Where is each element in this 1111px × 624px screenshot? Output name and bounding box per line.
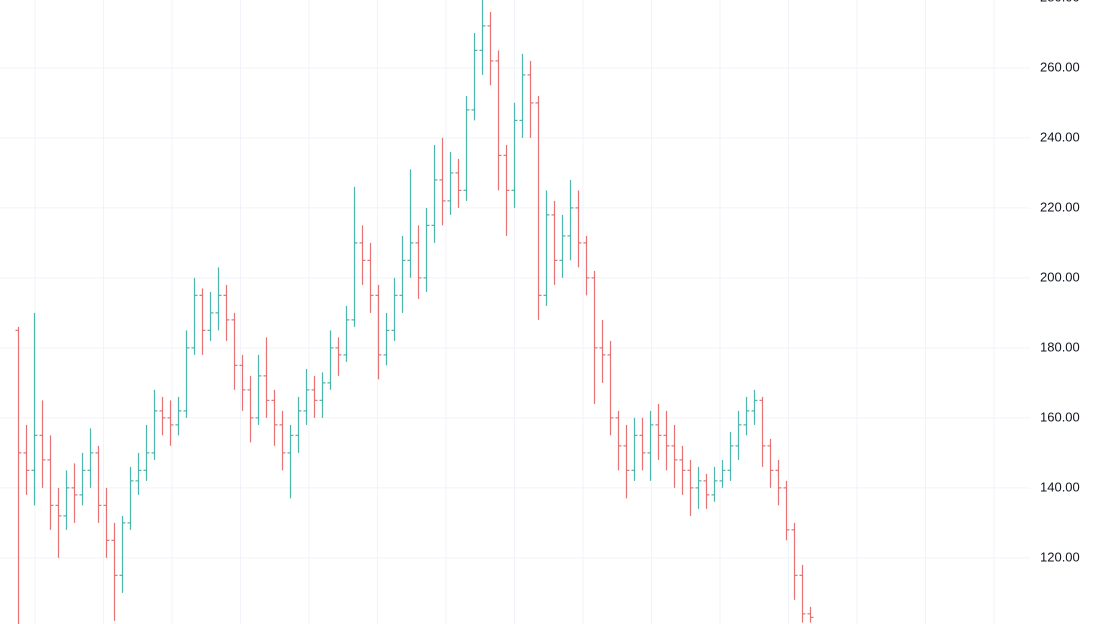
y-tick-label: 120.00 bbox=[1040, 549, 1080, 564]
time-grid bbox=[34, 0, 995, 624]
y-tick-label: 200.00 bbox=[1040, 269, 1080, 284]
y-tick-label: 160.00 bbox=[1040, 409, 1080, 424]
y-tick-label: 280.00 bbox=[1040, 0, 1080, 4]
ohlc-bars bbox=[15, 0, 814, 624]
y-tick-label: 240.00 bbox=[1040, 129, 1080, 144]
y-tick-label: 260.00 bbox=[1040, 59, 1080, 74]
price-axis: 120.00 140.00 160.00 180.00 200.00 220.00 240.… bbox=[1040, 0, 1080, 564]
y-tick-label: 140.00 bbox=[1040, 479, 1080, 494]
y-tick-label: 220.00 bbox=[1040, 199, 1080, 214]
y-tick-label: 180.00 bbox=[1040, 339, 1080, 354]
